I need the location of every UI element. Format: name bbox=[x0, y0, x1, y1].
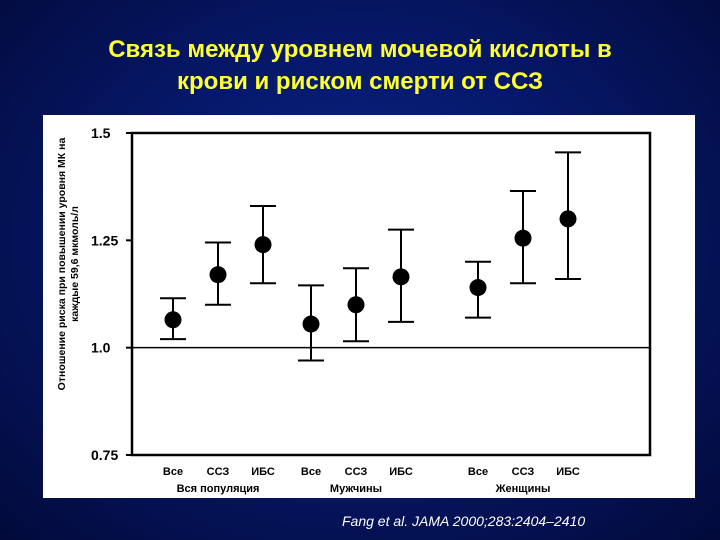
data-point-1-2 bbox=[205, 241, 231, 306]
y-tick-label: 0.75 bbox=[91, 447, 118, 463]
data-point-1-3 bbox=[250, 204, 276, 285]
y-axis-label-line-2: каждые 59,6 мкмоль/л bbox=[69, 206, 81, 322]
x-category-label: ИБС bbox=[251, 466, 275, 478]
data-point-2-3 bbox=[388, 228, 414, 323]
data-point-3-3 bbox=[555, 151, 581, 280]
x-category-label: ИБС bbox=[556, 466, 580, 478]
title-line-1: Связь между уровнем мочевой кислоты в bbox=[108, 36, 612, 63]
y-tick-label: 1.5 bbox=[91, 125, 111, 141]
point-marker bbox=[347, 296, 365, 314]
point-marker bbox=[514, 229, 532, 247]
data-point-3-2 bbox=[510, 189, 536, 285]
slide-title: Связь между уровнем мочевой кислоты в кр… bbox=[20, 34, 700, 98]
x-category-label: ССЗ bbox=[345, 466, 368, 478]
x-category-label: ССЗ bbox=[207, 466, 230, 478]
y-axis-label: Отношение риска при повышении уровня МК … bbox=[56, 64, 96, 464]
point-marker bbox=[209, 266, 227, 284]
y-axis-label-line-1: Отношение риска при повышении уровня МК … bbox=[56, 137, 68, 391]
data-point-2-2 bbox=[343, 267, 369, 343]
data-point-2-1 bbox=[298, 284, 324, 362]
title-line-2: крови и риском смерти от ССЗ bbox=[177, 68, 543, 95]
x-category-label: Все bbox=[301, 466, 321, 478]
x-category-label: Все bbox=[468, 466, 488, 478]
point-marker bbox=[302, 315, 320, 333]
point-marker bbox=[559, 210, 577, 228]
y-tick-label: 1.0 bbox=[91, 340, 111, 356]
point-marker bbox=[164, 311, 182, 329]
x-category-label: ССЗ bbox=[512, 466, 535, 478]
x-group-label: Мужчины bbox=[330, 483, 382, 495]
x-category-label: Все bbox=[163, 466, 183, 478]
x-group-label: Вся популяция bbox=[177, 483, 260, 495]
point-marker bbox=[469, 279, 487, 297]
data-point-1-1 bbox=[160, 297, 186, 341]
y-tick-label: 1.25 bbox=[91, 232, 118, 248]
forest-plot: 1.5 1.25 1.0 0.75 Все ССЗ ИБС Вся популяция Все С… bbox=[91, 125, 652, 495]
x-category-label: ИБС bbox=[389, 466, 413, 478]
x-group-label: Женщины bbox=[495, 483, 551, 495]
plot-frame bbox=[130, 131, 652, 457]
chart-panel: 1.5 1.25 1.0 0.75 Все ССЗ ИБС Вся популяция Все С… bbox=[43, 115, 695, 498]
citation: Fang et al. JAMA 2000;283:2404–2410 bbox=[342, 513, 586, 529]
point-marker bbox=[254, 236, 272, 254]
data-point-3-1 bbox=[465, 260, 491, 319]
point-marker bbox=[392, 268, 410, 286]
